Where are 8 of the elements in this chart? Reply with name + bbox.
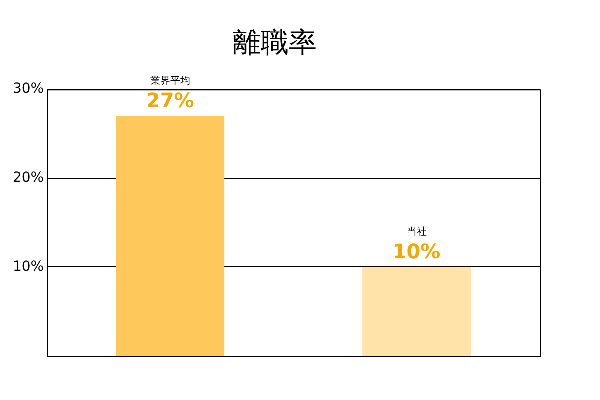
data-label: 27% <box>146 88 194 112</box>
y-tick-label: 20% <box>12 170 44 186</box>
x-tick-label: 当社 <box>406 226 427 238</box>
data-label: 10% <box>392 239 441 264</box>
y-tick-label: 10% <box>12 258 44 275</box>
x-tick-label: 業界平均 <box>150 74 190 87</box>
y-tick-label: 30% <box>12 81 44 98</box>
chart-title: 離職率 <box>233 26 317 60</box>
